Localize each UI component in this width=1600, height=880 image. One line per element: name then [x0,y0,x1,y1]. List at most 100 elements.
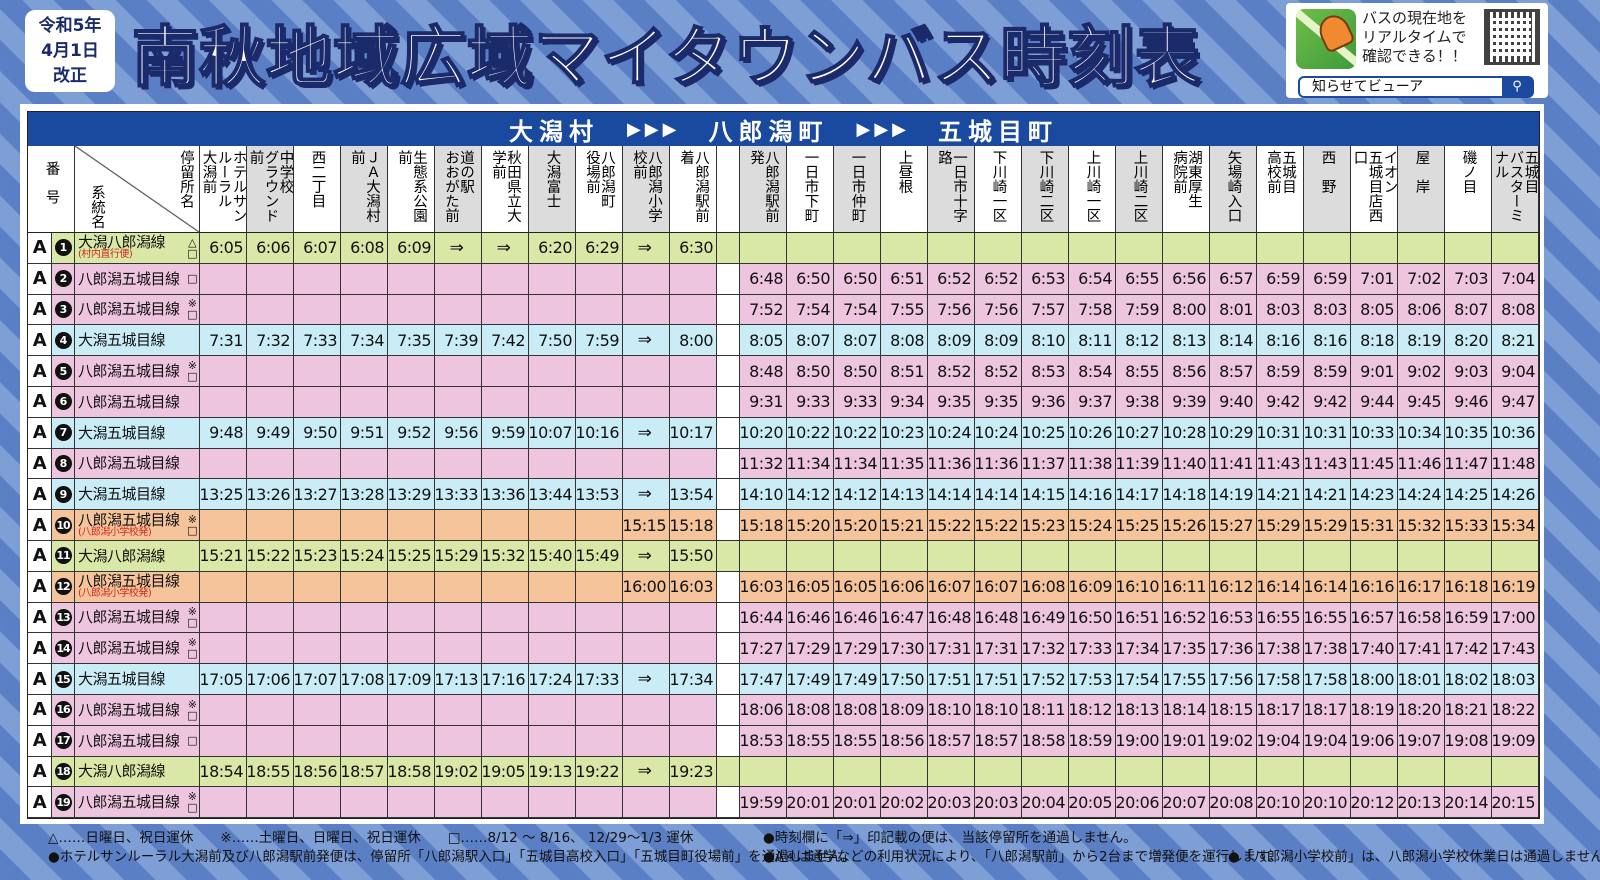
line-code: A [28,325,52,357]
trip-number-circle: 18 [54,762,72,780]
trip-number: 1 [52,233,75,264]
time-cell: 17:08 [341,664,388,695]
time-cell [1351,756,1398,788]
time-cell: 15:29 [435,540,482,572]
time-cell [247,294,294,326]
time-cell: 8:05 [1351,294,1398,326]
time-cell: 17:34 [1116,633,1163,665]
time-cell: 8:03 [1304,294,1351,326]
stop-name: 屋 岸 [1413,150,1430,194]
note-extra-bus: ●A④は通学などの利用状況により、「八郎潟駅前」から2台まで増発便を運行します。 [763,849,1282,865]
pass-through-arrow: ⇒ [623,756,670,788]
time-cell: 14:16 [1069,479,1116,511]
time-cell: 19:23 [670,756,717,788]
time-cell: 8:06 [1398,294,1445,326]
time-cell: 15:49 [576,540,623,572]
trip-number-circle: 11 [54,547,72,565]
time-cell [576,602,623,634]
time-cell: 8:52 [928,356,975,387]
time-cell [787,233,834,264]
time-cell: 17:33 [576,664,623,695]
time-cell: 18:55 [247,756,294,788]
stop-header: 一日市下町 [787,146,834,233]
time-cell [435,787,482,819]
time-cell [529,294,576,326]
time-cell: 17:32 [1022,633,1069,665]
operation-mark: ※ [187,790,197,804]
stop-name: 八郎潟小学校前 [631,150,662,223]
route-name-cell: 八郎潟五城目線 (八郎潟小学校発) ※ □ [75,510,200,541]
time-cell: 8:51 [881,356,928,387]
time-cell: 11:46 [1398,448,1445,480]
time-cell: 17:53 [1069,664,1116,695]
route-name: 八郎潟五城目線 [78,269,180,288]
time-cell [388,448,435,480]
stop-header: 八郎潟小学校前 [623,146,670,233]
route-label: 八郎潟五城目線 [78,269,180,288]
time-cell [834,756,881,788]
trip-number: 10 [52,510,75,541]
time-cell: 8:09 [928,325,975,357]
time-cell: 15:20 [787,510,834,541]
stop-header: ＪＡ大潟村前 [341,146,388,233]
route-name-cell: 八郎潟五城目線 [75,386,200,418]
operation-marks: □ [187,273,197,284]
operation-marks: ※ □ [187,360,197,382]
time-cell: 16:51 [1116,602,1163,634]
time-cell: 7:56 [975,294,1022,326]
time-cell [341,633,388,665]
time-cell [740,540,787,572]
time-cell [881,233,928,264]
time-cell [529,263,576,295]
time-cell [200,510,247,541]
origin-town: 大潟村 [508,117,599,146]
column-gap [717,417,740,449]
trip-number: 12 [52,571,75,603]
stop-header: 上川崎二区 [1116,146,1163,233]
time-cell [576,694,623,726]
time-cell: 8:48 [740,356,787,387]
stop-header: 西 野 [1304,146,1351,233]
time-cell [529,356,576,387]
stop-header: 磯ノ目 [1445,146,1492,233]
time-cell [529,510,576,541]
operation-mark: □ [187,708,197,722]
time-cell: 16:03 [670,571,717,603]
time-cell: 17:38 [1304,633,1351,665]
time-cell: 18:58 [1022,725,1069,757]
time-cell: 11:40 [1163,448,1210,480]
time-cell: 9:42 [1257,386,1304,418]
route-label: 大潟五城目線 [78,670,166,689]
time-cell: 14:15 [1022,479,1069,511]
time-cell: 16:55 [1304,602,1351,634]
time-cell: 18:57 [928,725,975,757]
time-cell: 7:39 [435,325,482,357]
operation-marks: ※ □ [187,699,197,721]
stop-header: 八郎潟駅前発 [740,146,787,233]
time-cell: 11:41 [1210,448,1257,480]
time-cell: 10:16 [576,417,623,449]
time-cell [482,787,529,819]
time-cell: 6:06 [247,233,294,264]
time-cell: 17:33 [1069,633,1116,665]
time-cell: 19:00 [1116,725,1163,757]
time-cell: 14:23 [1351,479,1398,511]
time-cell [1116,233,1163,264]
column-gap [717,633,740,665]
time-cell: 17:50 [881,664,928,695]
time-cell [341,448,388,480]
time-cell [576,263,623,295]
time-cell [247,356,294,387]
stop-header: 上昼根 [881,146,928,233]
time-cell: 15:26 [1163,510,1210,541]
route-label: 大潟五城目線 [78,485,166,504]
time-cell [1210,540,1257,572]
stop-header: イオン 五城目店西口 [1351,146,1398,233]
time-cell: 13:54 [670,479,717,511]
column-gap [717,756,740,788]
time-cell: 18:54 [200,756,247,788]
trip-number: 2 [52,263,75,295]
time-cell: 18:22 [1492,694,1539,726]
time-cell [200,356,247,387]
pass-through-arrow: ⇒ [623,540,670,572]
